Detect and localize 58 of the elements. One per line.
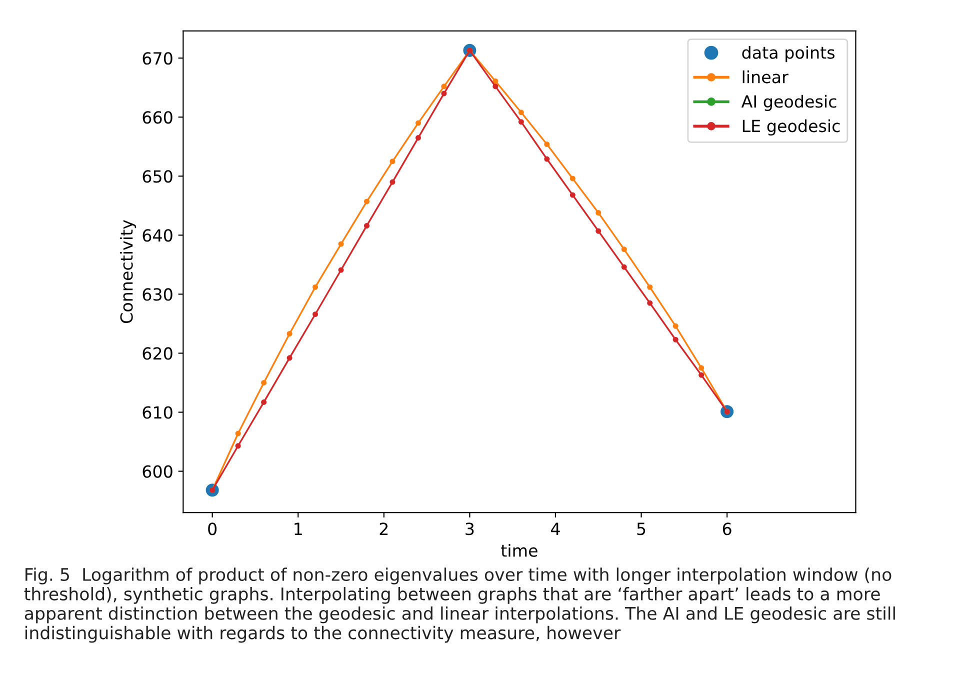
point — [570, 192, 576, 198]
y-tick-label: 620 — [142, 347, 172, 360]
point — [647, 300, 653, 306]
point — [364, 198, 370, 204]
point — [312, 311, 318, 318]
caption: Fig. 5 Logarithm of product of non-zero eigenvalues over time with longer interpolation window (no threshold), synthetic graphs. Interpolating between graphs that are ‘farther apart’ leads to a more apparent distinction between the geodesic and linear interpolations. The AI and LE geodesic are still indistinguishable with regards to the connectivity measure, however — [24, 568, 895, 643]
point — [235, 430, 241, 436]
legend-label: AI geodesic — [741, 94, 836, 112]
point — [338, 267, 344, 273]
point — [415, 120, 422, 126]
y-tick-label: 660 — [142, 111, 172, 124]
legend-label: LE geodesic — [742, 119, 840, 136]
point — [596, 228, 602, 234]
point — [621, 264, 627, 270]
y-axis-title: Connectivity — [120, 220, 136, 324]
point — [518, 110, 524, 116]
point — [596, 210, 602, 216]
point — [544, 156, 550, 162]
point — [621, 246, 627, 252]
y-tick-label: 610 — [142, 406, 172, 419]
point — [544, 142, 550, 148]
point — [492, 78, 498, 84]
point — [235, 443, 241, 449]
x-tick-label: 0 — [208, 522, 217, 536]
point — [415, 135, 422, 141]
x-axis-title: time — [501, 544, 538, 557]
point — [441, 84, 447, 90]
point — [286, 330, 292, 337]
point — [698, 365, 704, 371]
x-tick-label: 6 — [722, 522, 732, 536]
x-tick-label: 1 — [294, 522, 302, 535]
point — [261, 380, 267, 386]
x-tick-label: 3 — [466, 522, 474, 536]
y-tick-label: 670 — [142, 52, 172, 65]
point — [441, 90, 447, 96]
legend-label: data points — [742, 46, 834, 62]
point — [518, 119, 524, 125]
point — [312, 284, 318, 290]
legend-label: linear — [742, 70, 788, 84]
x-tick-label: 5 — [637, 522, 646, 536]
x-tick-label: 4 — [550, 522, 560, 535]
y-tick-label: 630 — [142, 288, 172, 301]
point — [338, 241, 344, 247]
point — [286, 355, 292, 361]
x-tick-label: 2 — [380, 522, 388, 535]
point — [698, 372, 704, 378]
y-tick-label: 640 — [142, 229, 172, 242]
point — [672, 323, 678, 329]
point — [647, 284, 653, 290]
point — [492, 84, 498, 90]
point — [390, 179, 396, 185]
point — [672, 336, 678, 342]
point — [364, 222, 370, 229]
y-tick-label: 600 — [142, 465, 172, 478]
y-tick-label: 650 — [142, 170, 172, 183]
point — [390, 158, 396, 164]
point — [261, 399, 267, 405]
point — [570, 176, 576, 182]
